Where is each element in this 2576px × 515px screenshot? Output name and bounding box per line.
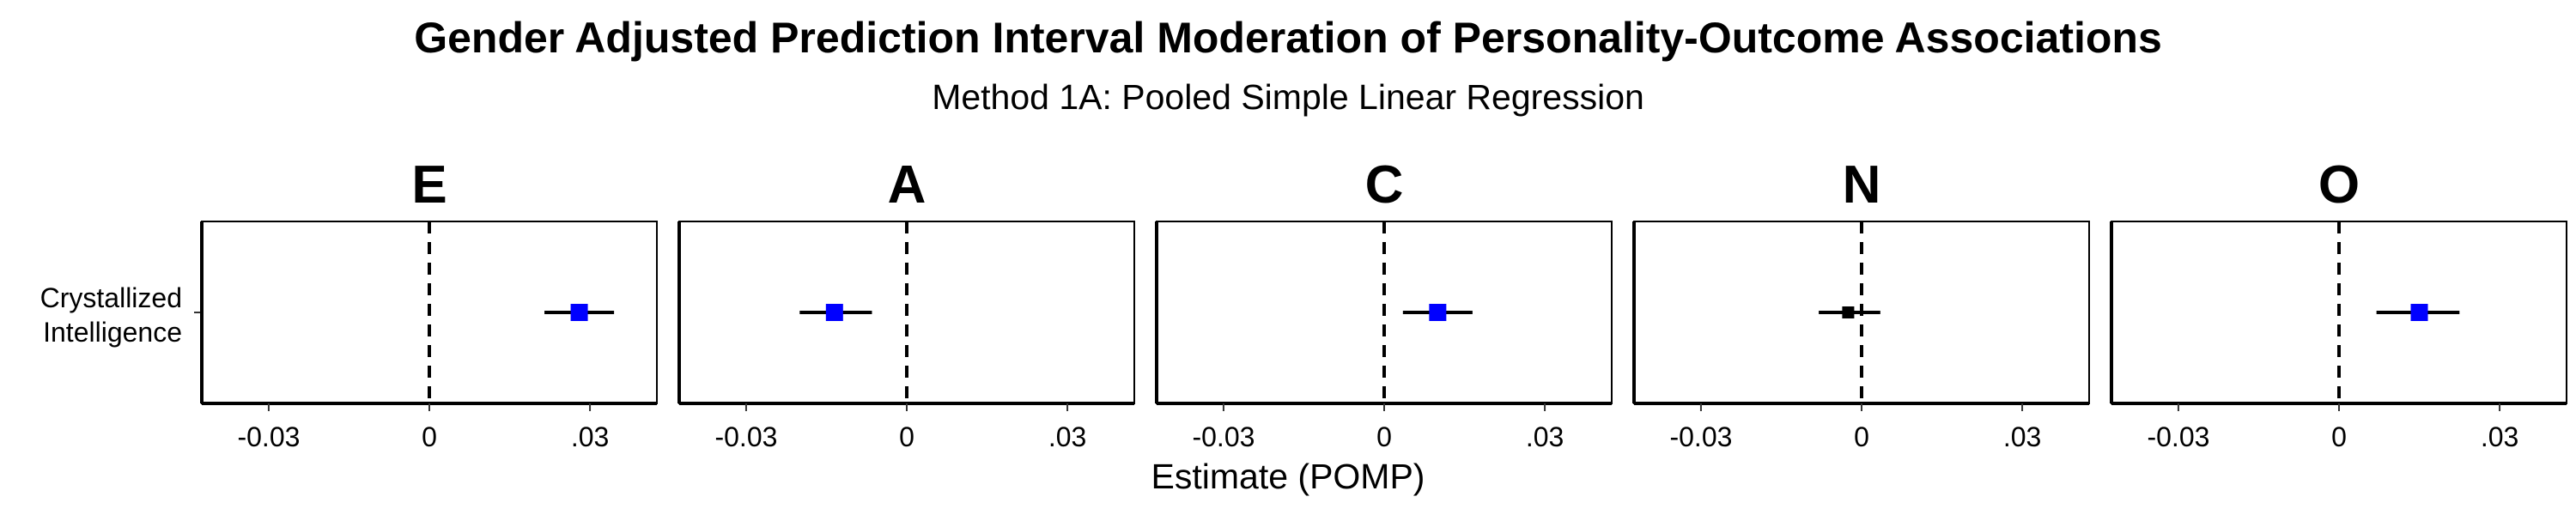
x-axis-label: Estimate (POMP) — [1151, 457, 1425, 496]
estimate-point-o — [2410, 304, 2428, 321]
x-tick-label: -0.03 — [714, 421, 777, 452]
x-tick-label: .03 — [2481, 421, 2518, 452]
chart-subtitle: Method 1A: Pooled Simple Linear Regressi… — [932, 77, 1644, 117]
estimate-point-a — [825, 304, 843, 321]
facet-title-c: C — [1365, 155, 1404, 215]
x-tick-label: 0 — [2331, 421, 2347, 452]
chart-title: Gender Adjusted Prediction Interval Mode… — [414, 14, 2162, 62]
x-tick-label: -0.03 — [2147, 421, 2209, 452]
facet-title-e: E — [411, 155, 447, 215]
facet-title-a: A — [888, 155, 927, 215]
y-category-label: Crystallized Intelligence — [40, 282, 182, 348]
x-tick-label: 0 — [899, 421, 914, 452]
x-tick-label: 0 — [422, 421, 437, 452]
x-tick-label: -0.03 — [237, 421, 300, 452]
x-tick-label: .03 — [1526, 421, 1564, 452]
x-tick-label: 0 — [1376, 421, 1392, 452]
x-tick-label: -0.03 — [1669, 421, 1732, 452]
facet-title-n: N — [1843, 155, 1881, 215]
x-tick-label: 0 — [1854, 421, 1869, 452]
x-tick-label: .03 — [1048, 421, 1086, 452]
estimate-point-n — [1842, 306, 1855, 318]
estimate-point-c — [1429, 304, 1447, 321]
x-tick-label: .03 — [2003, 421, 2041, 452]
estimate-point-e — [570, 304, 588, 321]
x-tick-label: .03 — [571, 421, 609, 452]
x-tick-label: -0.03 — [1192, 421, 1255, 452]
facet-title-o: O — [2318, 155, 2360, 215]
